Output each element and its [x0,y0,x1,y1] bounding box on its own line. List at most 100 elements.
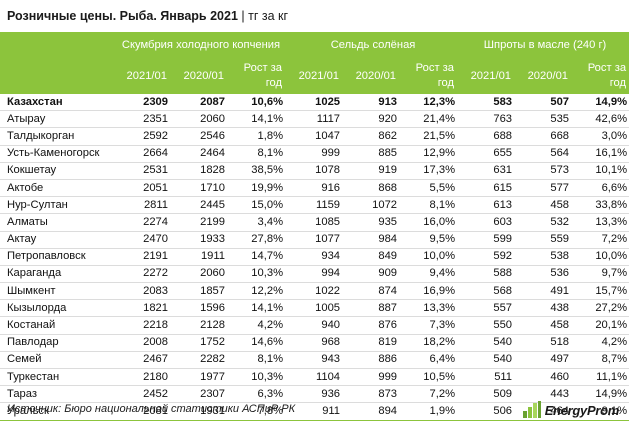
table-cell: 913 [344,94,402,112]
table-cell: 535 [516,110,574,129]
table-cell: 2546 [172,127,229,146]
table-cell: 15,0% [229,196,288,215]
table-cell: 21,4% [401,110,460,129]
col-header-2021: 2021/01 [459,58,517,94]
table-row: Талдыкорган 2592 2546 1,8% 1047 862 21,5% 688 66… [0,127,629,146]
table-row: Актобе 2051 1710 19,9% 916 868 5,5% 615 577 6,6% [0,179,629,198]
table-cell: 849 [344,248,402,266]
table-cell: 1933 [172,231,229,249]
table-cell: 507 [516,94,574,112]
table-cell: 2008 [115,334,172,352]
table-row: Семей 2467 2282 8,1% 943 886 6,4% 540 497 8,7% [0,351,629,370]
table-cell: 10,1% [573,162,629,180]
table-cell: 603 [459,213,517,232]
table-cell: 2592 [115,127,172,146]
table-cell: 1931 [172,402,229,421]
table-cell: 27,2% [573,299,629,318]
table-cell: 1857 [172,282,229,301]
header-blank [0,32,115,58]
region-name: Караганда [0,265,115,284]
table-cell: 2180 [115,368,172,387]
table-cell: 17,3% [401,162,460,180]
table-cell: 999 [344,368,402,387]
table-row: Туркестан 2180 1977 10,3% 1104 999 10,5% 511 460… [0,368,629,387]
table-cell: 668 [516,127,574,146]
table-cell: 18,2% [401,334,460,352]
table-row: Уральск 2081 1931 7,8% 911 894 1,9% 506 464 9,1% [0,402,629,421]
table-cell: 540 [459,334,517,352]
table-cell: 2351 [115,110,172,129]
table-cell: 873 [344,385,402,404]
title-text: Розничные цены. Рыба. Январь 2021 [7,9,238,23]
region-name: Павлодар [0,334,115,352]
table-cell: 9,1% [573,402,629,421]
table-cell: 2445 [172,196,229,215]
table-cell: 7,8% [229,402,288,421]
table-cell: 532 [516,213,574,232]
col-header-growth: Рост за год [573,58,629,94]
table-cell: 1047 [287,127,345,146]
region-name: Актобе [0,179,115,198]
growth-label-2: год [609,77,627,89]
col-header-2020: 2020/01 [516,58,574,94]
table-cell: 819 [344,334,402,352]
region-name: Атырау [0,110,115,129]
table-cell: 2274 [115,213,172,232]
table-cell: 491 [516,282,574,301]
table-row: Костанай 2218 2128 4,2% 940 876 7,3% 550 458 20,1… [0,316,629,335]
region-name: Талдыкорган [0,127,115,146]
table-cell: 1710 [172,179,229,198]
table-cell: 458 [516,316,574,335]
title-unit: тг за кг [248,9,289,23]
table-cell: 536 [516,265,574,284]
table-cell: 19,9% [229,179,288,198]
growth-label-2: год [265,77,283,89]
table-cell: 5,5% [401,179,460,198]
table-cell: 538 [516,248,574,266]
table-cell: 14,9% [573,94,629,112]
table-cell: 599 [459,231,517,249]
table-cell: 2060 [172,110,229,129]
table-row: Усть-Каменогорск 2664 2464 8,1% 999 885 12,9% 6… [0,145,629,163]
table-cell: 874 [344,282,402,301]
table-cell: 3,0% [573,127,629,146]
table-cell: 1117 [287,110,345,129]
table-cell: 16,9% [401,282,460,301]
table-cell: 564 [516,145,574,163]
table-cell: 577 [516,179,574,198]
table-cell: 592 [459,248,517,266]
table-cell: 876 [344,316,402,335]
growth-label-2: год [437,77,455,89]
group-header-mackerel: Скумбрия холодного копчения [115,32,288,58]
table-cell: 2051 [115,179,172,198]
logo-text: EnergyProm [544,402,620,418]
table-cell: 940 [287,316,345,335]
table-row: Караганда 2272 2060 10,3% 994 909 9,4% 588 536 9,… [0,265,629,284]
region-name: Нур-Султан [0,196,115,215]
table-cell: 14,7% [229,248,288,266]
footer: Источник: Бюро национальной статистики А… [0,398,629,424]
table-cell: 2083 [115,282,172,301]
table-cell: 2191 [115,248,172,266]
table-cell: 2087 [172,94,229,112]
group-header-sprats: Шпроты в масле (240 г) [459,32,629,58]
table-cell: 13,3% [573,213,629,232]
table-cell: 615 [459,179,517,198]
table-row: Алматы 2274 2199 3,4% 1085 935 16,0% 603 532 13,3… [0,213,629,232]
region-name: Шымкент [0,282,115,301]
table-row: Шымкент 2083 1857 12,2% 1022 874 16,9% 568 491 15… [0,282,629,301]
table-cell: 8,1% [229,351,288,370]
region-name: Петропавловск [0,248,115,266]
table-cell: 10,3% [229,265,288,284]
group-header-row: Скумбрия холодного копчения Сельдь солён… [0,32,629,58]
region-name: Кызылорда [0,299,115,318]
table-cell: 10,6% [229,94,288,112]
table-cell: 1159 [287,196,345,215]
region-name: Алматы [0,213,115,232]
table-cell: 8,1% [229,145,288,163]
table-body: Казахстан 2309 2087 10,6% 1025 913 12,3% 583 507… [0,94,629,421]
table-cell: 550 [459,316,517,335]
table-cell: 631 [459,162,517,180]
table-cell: 655 [459,145,517,163]
table-cell: 9,4% [401,265,460,284]
